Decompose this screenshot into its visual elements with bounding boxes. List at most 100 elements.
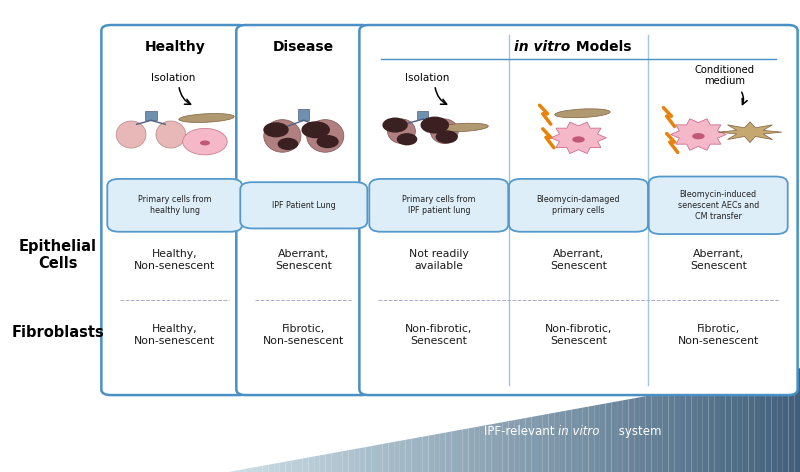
Text: Fibroblasts: Fibroblasts (11, 325, 104, 340)
Ellipse shape (264, 120, 301, 152)
Text: Healthy,
Non-senescent: Healthy, Non-senescent (134, 249, 215, 270)
Polygon shape (714, 383, 720, 472)
Polygon shape (766, 373, 771, 472)
Text: in vitro: in vitro (514, 40, 570, 54)
Polygon shape (703, 385, 709, 472)
Text: IPF Patient Lung: IPF Patient Lung (272, 201, 336, 210)
Polygon shape (268, 464, 274, 472)
Circle shape (182, 128, 227, 155)
Text: Primary cells from
healthy lung: Primary cells from healthy lung (138, 195, 211, 215)
Polygon shape (502, 421, 509, 472)
Text: Healthy,
Non-senescent: Healthy, Non-senescent (134, 324, 215, 346)
FancyBboxPatch shape (359, 25, 798, 395)
FancyBboxPatch shape (107, 179, 242, 232)
Polygon shape (337, 451, 342, 472)
Text: Disease: Disease (274, 40, 334, 54)
Polygon shape (582, 406, 589, 472)
Polygon shape (789, 369, 794, 472)
Polygon shape (394, 441, 400, 472)
Text: Isolation: Isolation (151, 73, 195, 83)
Ellipse shape (430, 119, 458, 143)
Polygon shape (600, 404, 606, 472)
Polygon shape (469, 427, 474, 472)
Polygon shape (497, 422, 502, 472)
FancyBboxPatch shape (236, 25, 371, 395)
Polygon shape (366, 446, 371, 472)
Polygon shape (709, 384, 714, 472)
Polygon shape (446, 431, 451, 472)
Polygon shape (718, 122, 782, 143)
Polygon shape (629, 398, 634, 472)
Polygon shape (686, 388, 691, 472)
Polygon shape (697, 386, 703, 472)
Text: Bleomycin-damaged
primary cells: Bleomycin-damaged primary cells (537, 195, 620, 215)
Circle shape (397, 133, 418, 145)
Polygon shape (657, 393, 663, 472)
Polygon shape (731, 379, 737, 472)
Text: Non-fibrotic,
Senescent: Non-fibrotic, Senescent (405, 324, 473, 346)
Ellipse shape (437, 123, 488, 132)
Polygon shape (669, 391, 674, 472)
Text: Epithelial
Cells: Epithelial Cells (18, 239, 97, 271)
Polygon shape (720, 382, 726, 472)
Polygon shape (451, 430, 457, 472)
Polygon shape (566, 410, 571, 472)
Polygon shape (400, 440, 406, 472)
Polygon shape (474, 426, 480, 472)
Polygon shape (794, 368, 800, 472)
Polygon shape (606, 403, 611, 472)
Polygon shape (262, 465, 268, 472)
Text: Fibrotic,
Non-senescent: Fibrotic, Non-senescent (263, 324, 345, 346)
Circle shape (278, 138, 298, 150)
Text: Primary cells from
IPF patient lung: Primary cells from IPF patient lung (402, 195, 475, 215)
Polygon shape (526, 417, 531, 472)
Bar (418, 111, 429, 119)
Polygon shape (646, 395, 651, 472)
Ellipse shape (554, 109, 610, 118)
Text: Isolation: Isolation (405, 73, 449, 83)
Polygon shape (309, 456, 314, 472)
Polygon shape (550, 122, 606, 153)
Polygon shape (274, 463, 280, 472)
Polygon shape (520, 418, 526, 472)
Polygon shape (749, 377, 754, 472)
Text: Non-fibrotic,
Senescent: Non-fibrotic, Senescent (545, 324, 612, 346)
Ellipse shape (306, 120, 344, 152)
Polygon shape (286, 461, 291, 472)
Polygon shape (589, 405, 594, 472)
Circle shape (435, 130, 458, 143)
Text: Conditioned
medium: Conditioned medium (694, 65, 754, 86)
Polygon shape (234, 470, 240, 472)
Ellipse shape (200, 140, 210, 145)
Polygon shape (251, 467, 257, 472)
Bar (146, 111, 157, 120)
Polygon shape (457, 430, 462, 472)
Polygon shape (314, 455, 320, 472)
Circle shape (263, 122, 289, 137)
Polygon shape (760, 374, 766, 472)
FancyBboxPatch shape (509, 179, 648, 232)
Polygon shape (429, 435, 434, 472)
Polygon shape (417, 437, 422, 472)
Polygon shape (320, 455, 326, 472)
Text: Aberrant,
Senescent: Aberrant, Senescent (550, 249, 607, 270)
Polygon shape (743, 378, 749, 472)
Ellipse shape (116, 121, 146, 148)
Polygon shape (674, 390, 680, 472)
Polygon shape (302, 457, 309, 472)
Circle shape (317, 135, 338, 148)
Polygon shape (342, 450, 349, 472)
Polygon shape (560, 411, 566, 472)
Polygon shape (291, 460, 297, 472)
Text: IPF-relevant: IPF-relevant (484, 425, 558, 438)
Polygon shape (349, 449, 354, 472)
Text: Not readily
available: Not readily available (409, 249, 469, 270)
Polygon shape (531, 416, 537, 472)
Polygon shape (680, 389, 686, 472)
Polygon shape (617, 400, 622, 472)
Polygon shape (651, 394, 657, 472)
Polygon shape (434, 434, 440, 472)
FancyBboxPatch shape (649, 177, 788, 234)
Text: system: system (615, 425, 662, 438)
FancyBboxPatch shape (240, 182, 367, 228)
